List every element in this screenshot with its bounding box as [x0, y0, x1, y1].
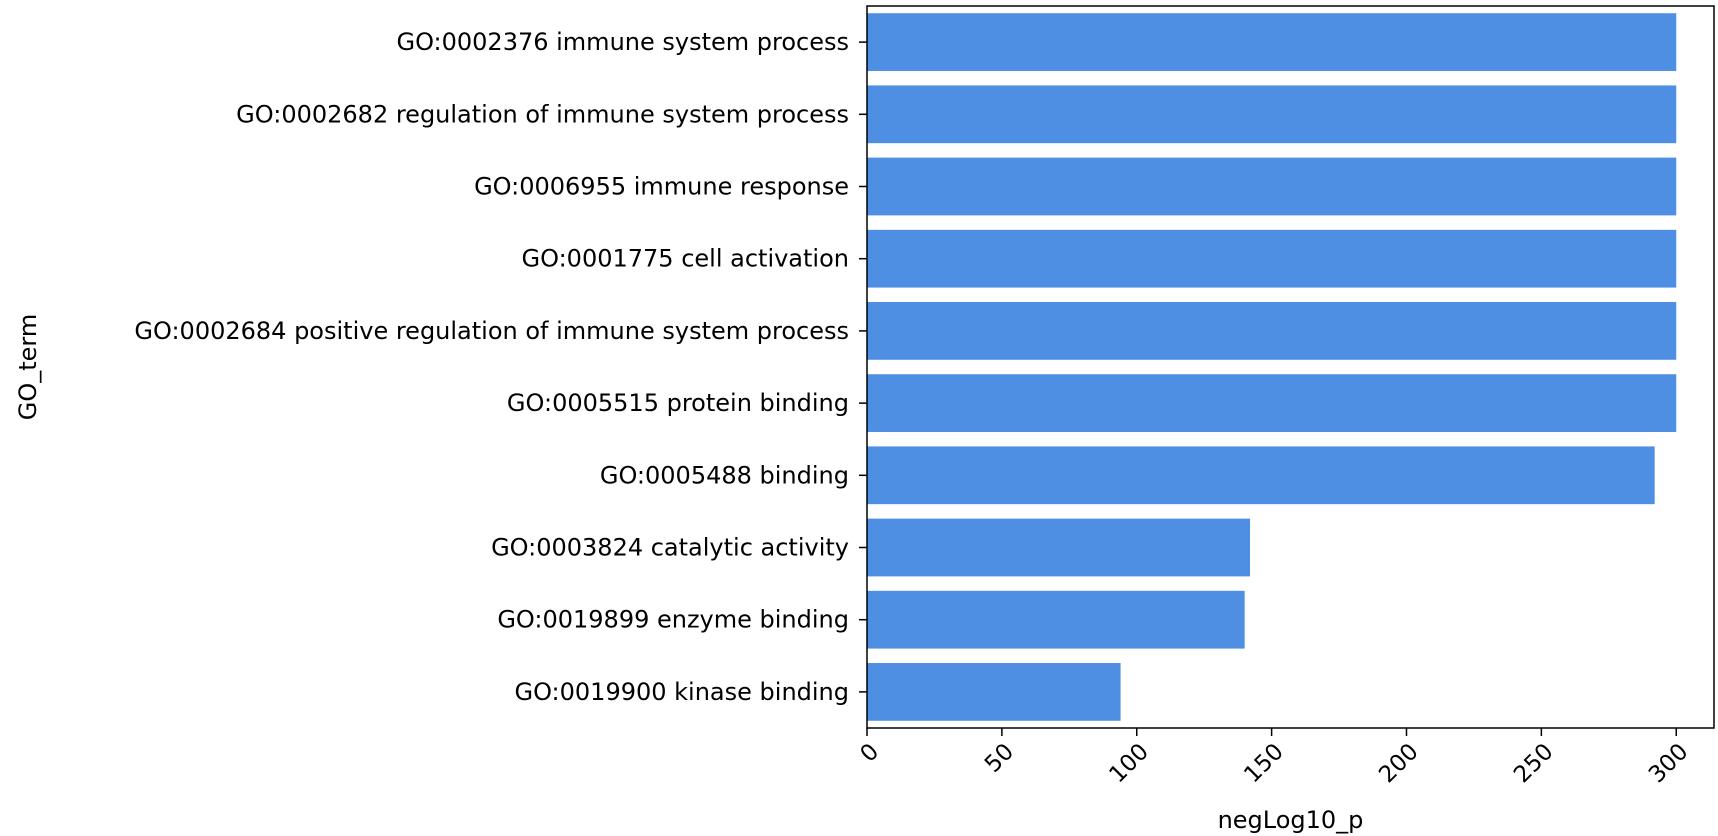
- y-ticks-group: [859, 41, 867, 693]
- x-tick-label: 300: [1644, 739, 1693, 788]
- plot-frame: [866, 5, 1715, 729]
- bar: [867, 85, 1677, 144]
- x-tick-label: 200: [1374, 739, 1423, 788]
- category-label: GO:0002376 immune system process: [396, 28, 849, 56]
- category-label: GO:0001775 cell activation: [522, 245, 849, 273]
- y-axis-title: GO_term: [14, 314, 42, 421]
- x-tick-label: 0: [855, 739, 884, 768]
- bar: [867, 229, 1677, 288]
- category-label: GO:0005515 protein binding: [507, 389, 849, 417]
- bar: [867, 590, 1245, 649]
- x-tick-label: 150: [1239, 739, 1288, 788]
- bars-group: [867, 13, 1677, 721]
- category-label: GO:0003824 catalytic activity: [491, 534, 849, 562]
- bar: [867, 446, 1655, 505]
- category-label: GO:0006955 immune response: [474, 173, 849, 201]
- category-labels-group: GO:0002376 immune system process GO:00026…: [134, 28, 849, 706]
- x-axis-title: negLog10_p: [1218, 806, 1364, 834]
- bar: [867, 302, 1677, 360]
- x-tick-label: 250: [1509, 739, 1558, 788]
- bar: [867, 13, 1677, 71]
- category-label: GO:0005488 binding: [600, 461, 849, 489]
- category-label: GO:0002682 regulation of immune system p…: [236, 100, 849, 128]
- bar: [867, 374, 1677, 432]
- x-tick-label: 50: [980, 739, 1019, 778]
- category-label: GO:0019900 kinase binding: [514, 678, 849, 706]
- category-label: GO:0019899 enzyme binding: [497, 606, 849, 634]
- x-ticks-group: 0 50 100 150 200 250 300: [855, 728, 1693, 788]
- bar: [867, 663, 1121, 721]
- x-tick-label: 100: [1105, 739, 1154, 788]
- category-label: GO:0002684 positive regulation of immune…: [134, 317, 849, 345]
- bar: [867, 157, 1677, 216]
- bar: [867, 518, 1251, 577]
